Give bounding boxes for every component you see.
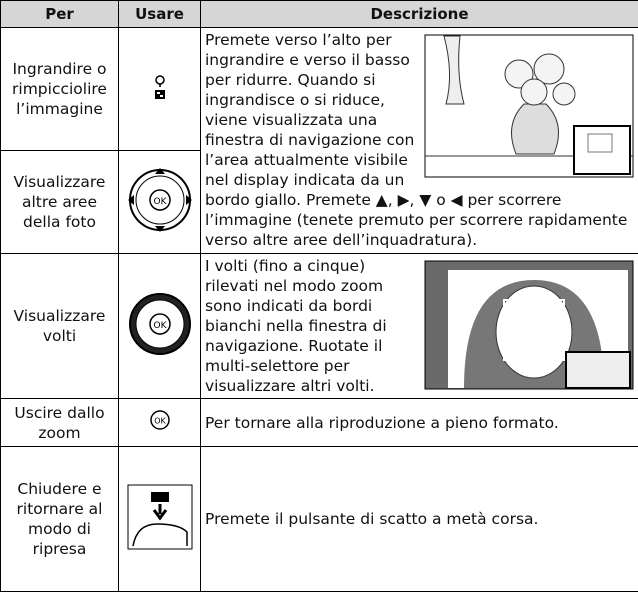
per-cell: Chiudere e ritornare al modo di ripresa [1, 447, 119, 592]
svg-text:OK: OK [154, 417, 166, 426]
description: Premete il pulsante di scatto a metà cor… [205, 510, 538, 528]
multi-selector-icon: OK [128, 168, 192, 232]
use-cell [119, 447, 201, 592]
desc-cell: Per tornare alla riproduzione a pieno fo… [201, 399, 638, 447]
description: Per tornare alla riproduzione a pieno fo… [205, 414, 559, 432]
row: Visualizzare volti OK I volti (fino a ci… [1, 254, 638, 399]
row: Chiudere e ritornare al modo di ripresa … [1, 447, 638, 592]
zoom-illustration [424, 34, 634, 178]
header-cell: Usare [119, 1, 201, 28]
header-row: Per Usare Descrizione [1, 1, 638, 28]
per-cell: Ingrandire o rimpicciolire l’immagine [1, 28, 119, 151]
desc-cell: Premete il pulsante di scatto a metà cor… [201, 447, 638, 592]
multi-selector-dark-icon: OK [128, 292, 192, 356]
row: Ingrandire o rimpicciolire l’immagine [1, 28, 638, 151]
use-cell: OK [119, 151, 201, 254]
use-cell [119, 28, 201, 151]
shutter-icon [127, 484, 193, 550]
svg-text:OK: OK [153, 197, 167, 207]
desc-cell: Premete verso l’alto per ingrandire e ve… [201, 28, 638, 254]
per-cell: Uscire dallo zoom [1, 399, 119, 447]
use-cell: OK [119, 399, 201, 447]
zoom-icon [150, 73, 170, 101]
face-illustration [424, 260, 634, 390]
per-cell: Visualizzare volti [1, 254, 119, 399]
use-cell: OK [119, 254, 201, 399]
row: Uscire dallo zoom OK Per tornare alla ri… [1, 399, 638, 447]
ok-icon: OK [148, 410, 172, 430]
svg-text:OK: OK [153, 321, 167, 331]
per-cell: Visualizzare altre aree della foto [1, 151, 119, 254]
header-cell: Per [1, 1, 119, 28]
description: I volti (fino a cinque) rilevati nel mod… [205, 257, 387, 395]
header-cell: Descrizione [201, 1, 638, 28]
desc-cell: I volti (fino a cinque) rilevati nel mod… [201, 254, 638, 399]
